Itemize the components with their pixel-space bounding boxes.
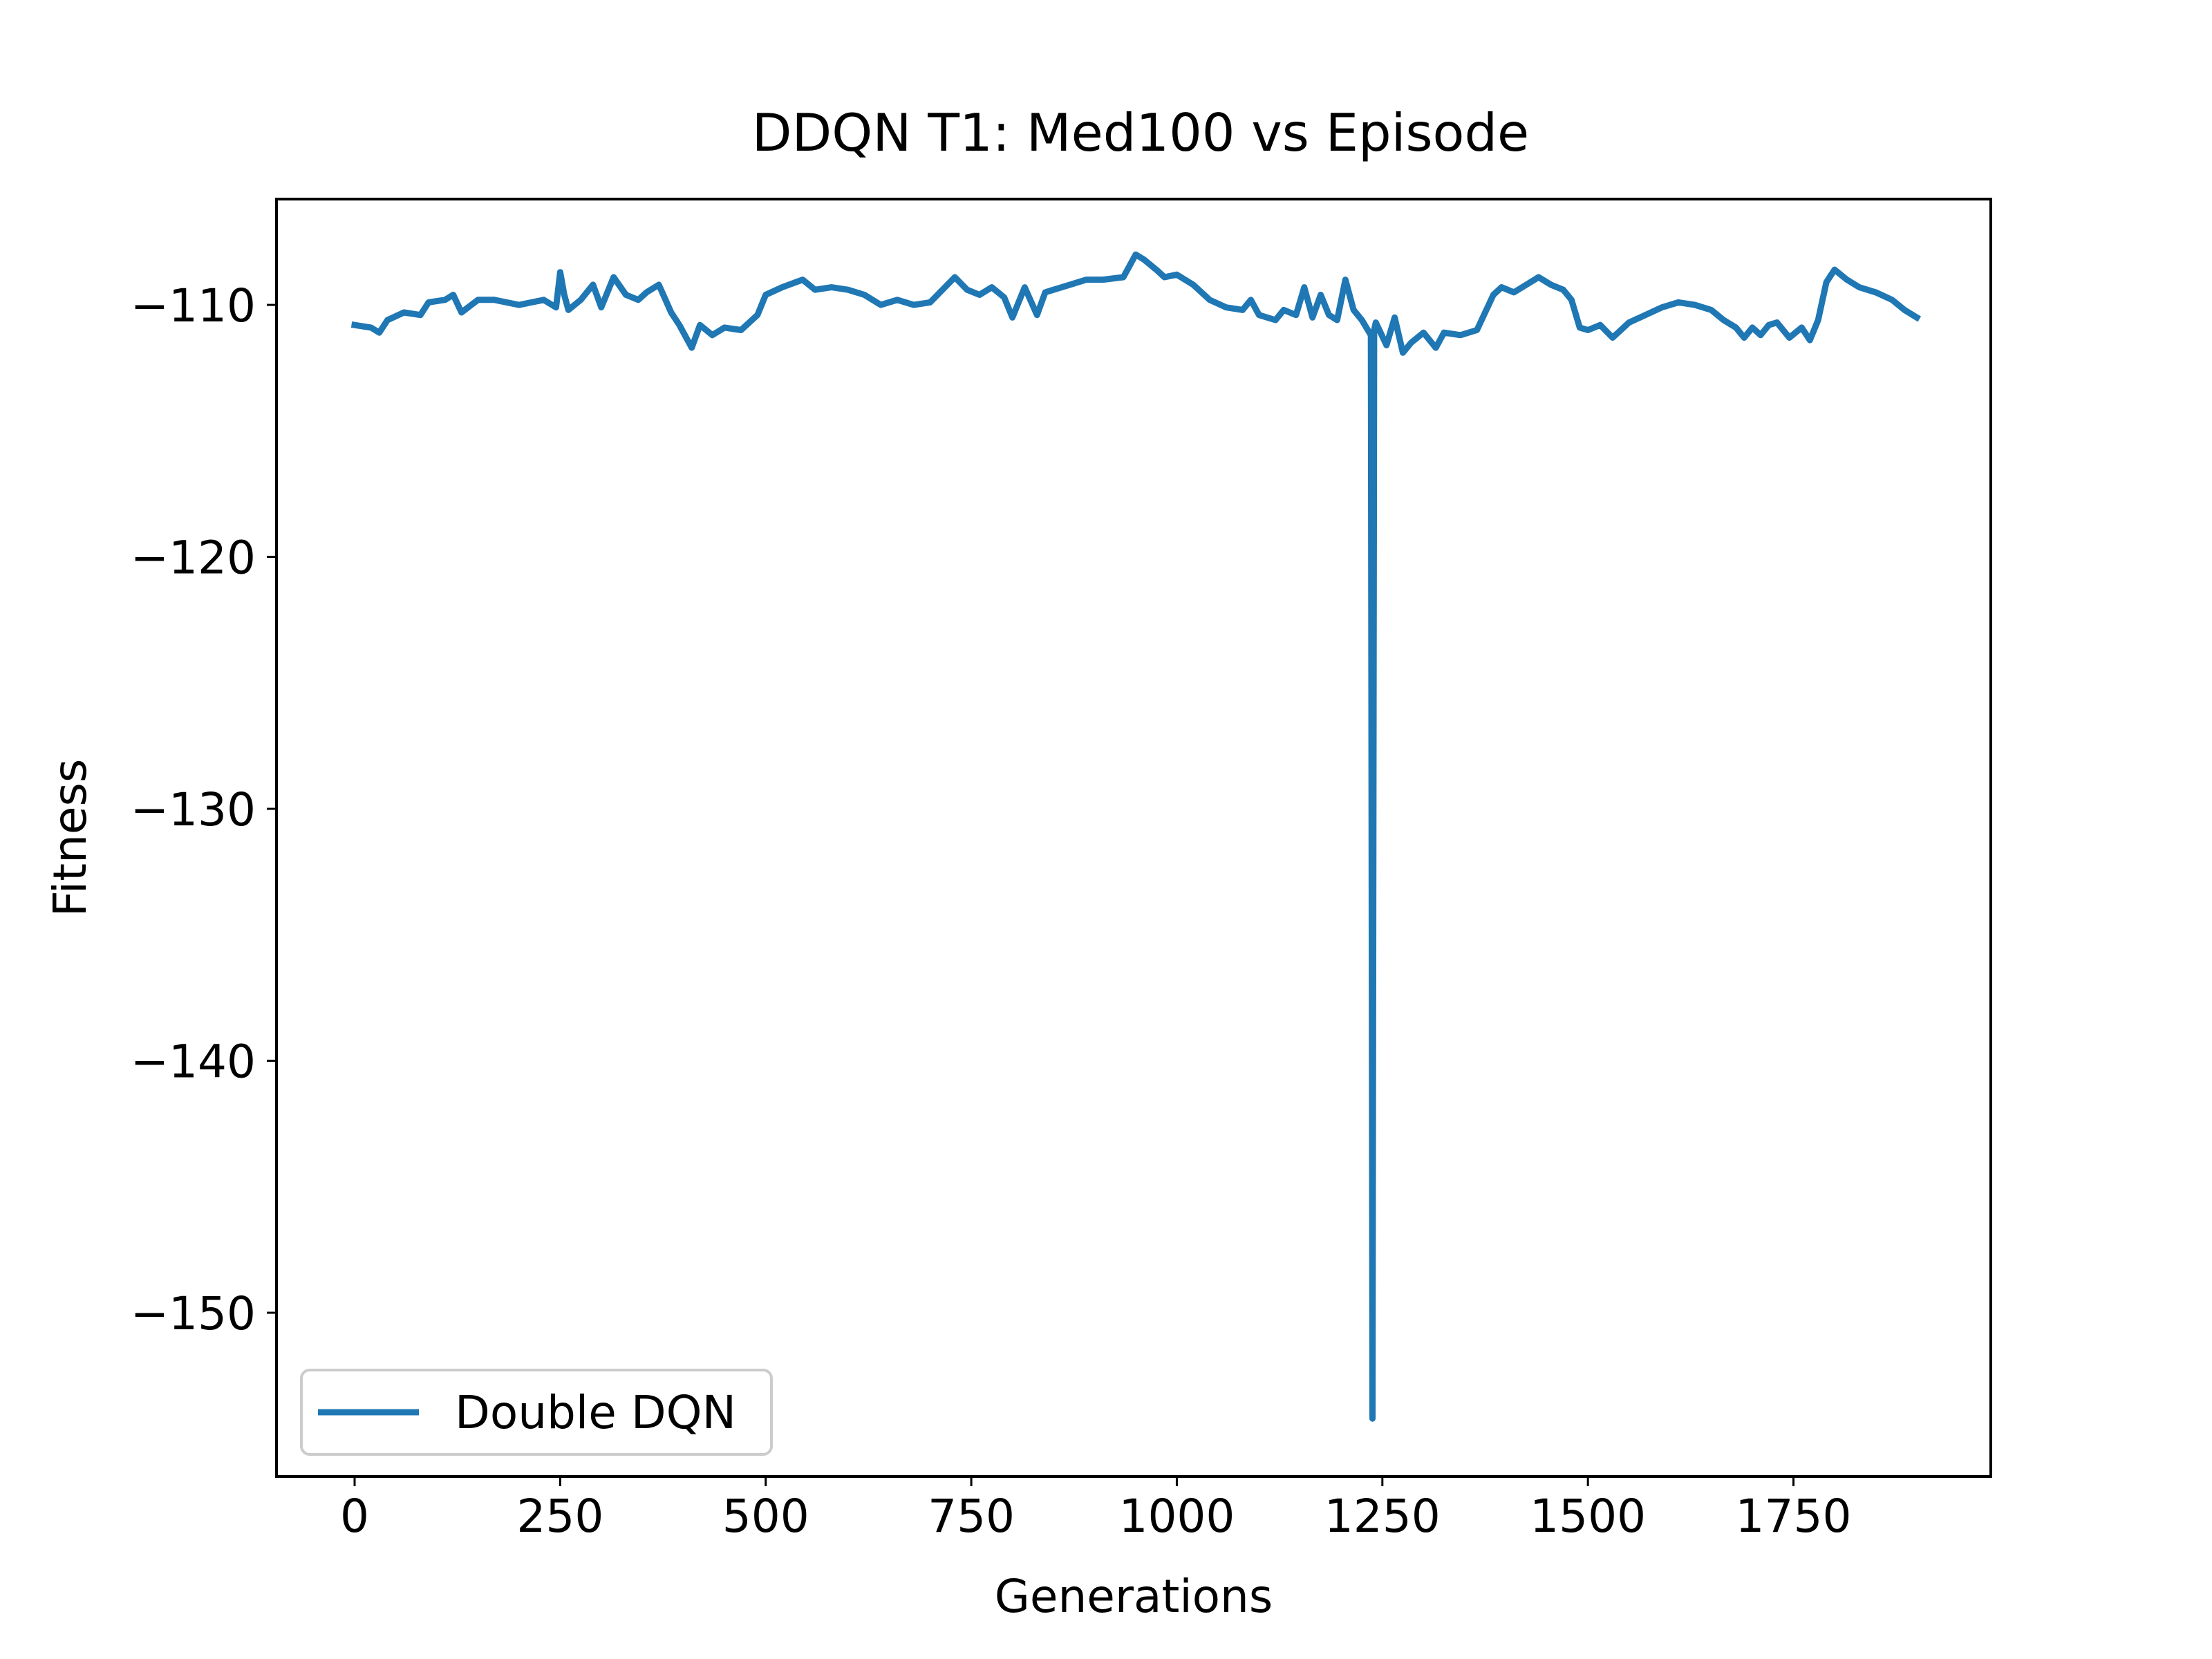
x-tick-label: 750 xyxy=(928,1490,1015,1543)
y-axis-label: Fitness xyxy=(44,759,97,917)
x-tick-label: 1500 xyxy=(1530,1490,1646,1543)
y-tick-label: −140 xyxy=(131,1035,256,1089)
plot-frame xyxy=(275,198,1992,1478)
legend: Double DQN xyxy=(300,1369,773,1456)
x-axis-ticks: 0 250 500 750 1000 1250 1500 1750 xyxy=(340,1477,1852,1543)
plot-area xyxy=(276,199,1991,1477)
y-axis-ticks: −110 −120 −130 −140 −150 xyxy=(131,279,276,1340)
x-tick-label: 1000 xyxy=(1118,1490,1235,1543)
x-tick-label: 1750 xyxy=(1736,1490,1852,1543)
legend-label-double-dqn: Double DQN xyxy=(455,1386,736,1439)
series-line-double-dqn xyxy=(350,251,1922,1422)
x-tick-label: 500 xyxy=(722,1490,809,1543)
x-tick-label: 1250 xyxy=(1324,1490,1441,1543)
y-tick-label: −130 xyxy=(131,783,256,836)
x-axis-label: Generations xyxy=(995,1570,1273,1623)
y-tick-label: −110 xyxy=(131,279,256,332)
y-tick-label: −150 xyxy=(131,1287,256,1340)
x-tick-label: 250 xyxy=(516,1490,603,1543)
y-tick-label: −120 xyxy=(131,532,256,585)
chart-title: DDQN T1: Med100 vs Episode xyxy=(752,102,1529,163)
legend-box xyxy=(300,1369,773,1456)
x-tick-label: 0 xyxy=(340,1490,369,1543)
